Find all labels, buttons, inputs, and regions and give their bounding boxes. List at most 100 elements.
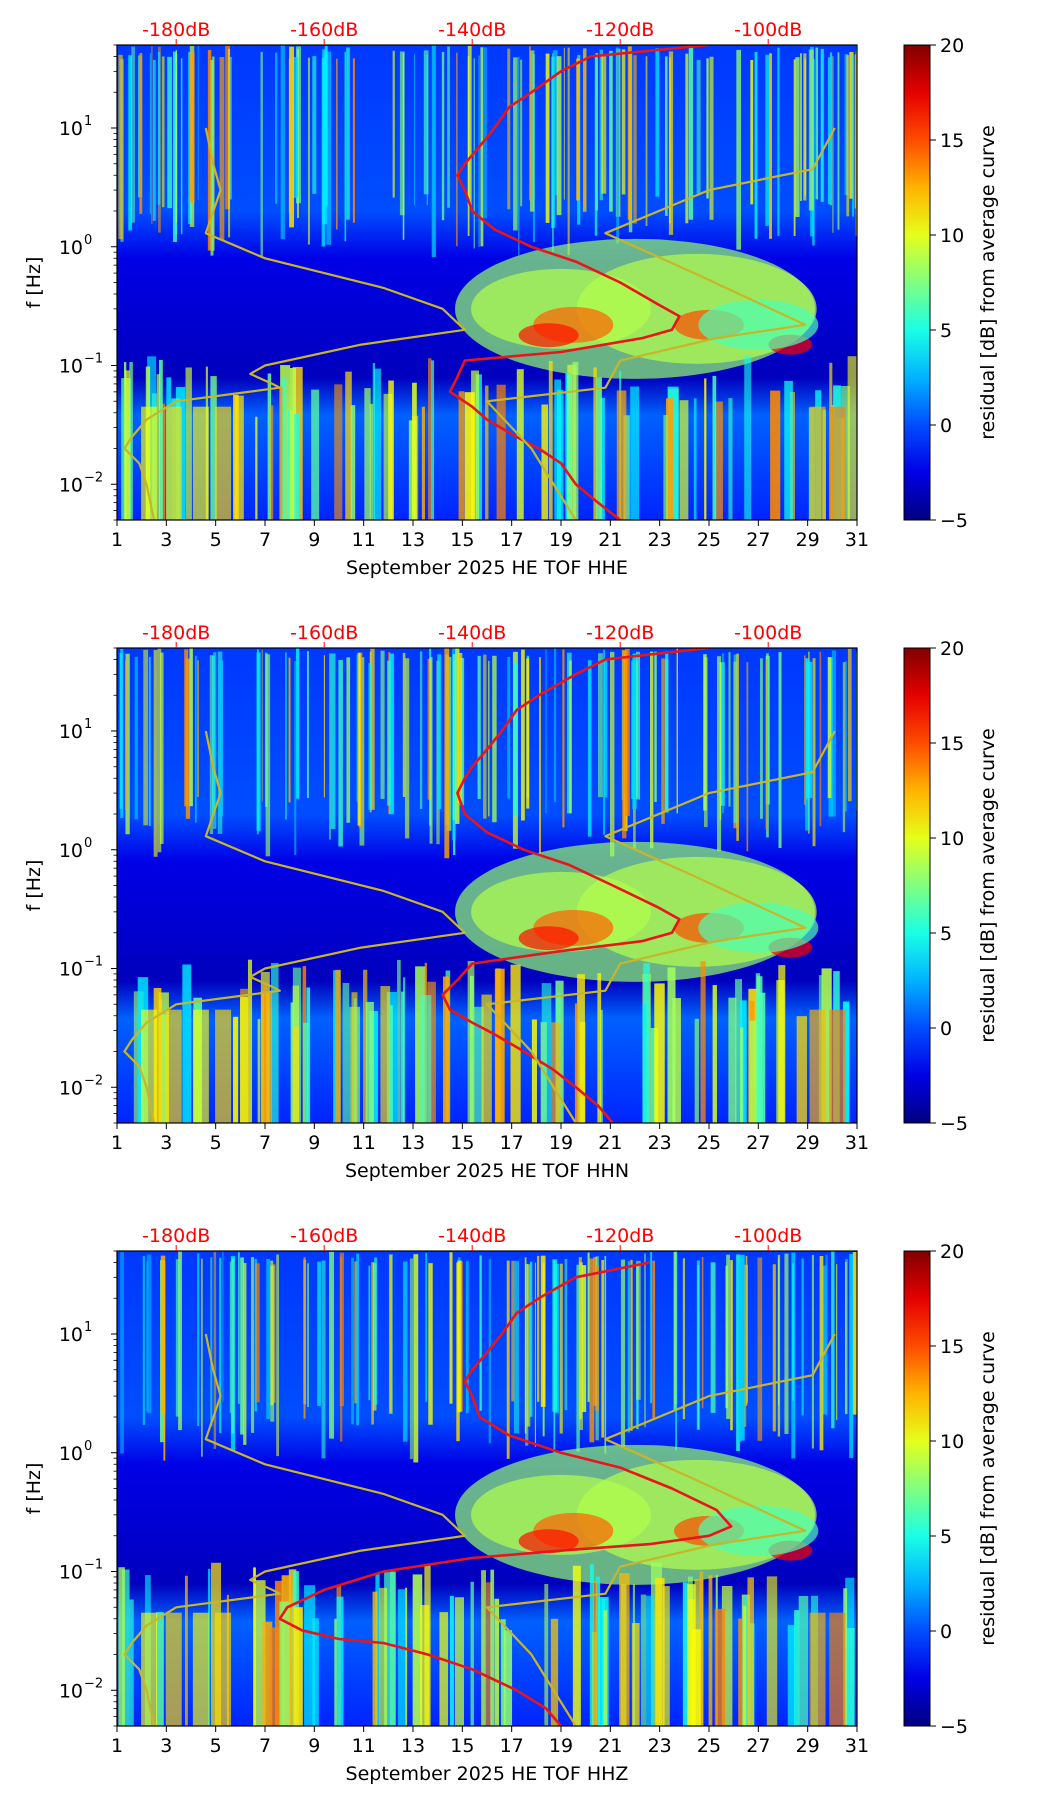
low-noise-model-line: [123, 1333, 466, 1726]
lowfreq-streak: [345, 371, 352, 520]
speckle-column: [567, 47, 570, 256]
lowfreq-streak: [784, 380, 793, 520]
x-tick-label: 5: [210, 529, 222, 551]
low-noise-model-line: [123, 730, 466, 1123]
speckle-column: [836, 1264, 838, 1421]
lowfreq-streak: [156, 374, 161, 520]
speckle-column: [153, 650, 158, 857]
speckle-column: [404, 658, 410, 839]
y-tick-exponent: 0: [84, 836, 92, 851]
lowfreq-streak: [821, 968, 832, 1123]
colorbar: [903, 647, 931, 1124]
high-noise-model-line: [485, 127, 836, 520]
lowfreq-band: [141, 406, 158, 520]
y-tick-exponent: 1: [84, 114, 92, 129]
speckle-column: [306, 651, 309, 798]
speckle-column: [120, 1252, 124, 1454]
lowfreq-streak: [294, 414, 299, 520]
speckle-column: [757, 1257, 763, 1441]
speckle-column: [654, 651, 657, 802]
x-tick-label: 27: [746, 1132, 770, 1154]
lowfreq-streak: [531, 1019, 537, 1123]
y-tick-exponent: −1: [84, 1558, 103, 1573]
lowfreq-band: [215, 406, 232, 520]
lowfreq-streak: [778, 965, 786, 1123]
speckle-column: [807, 661, 813, 798]
x-tick-label: 15: [450, 1735, 474, 1757]
speckle-column: [449, 1252, 453, 1404]
x-tick-label: 9: [308, 529, 320, 551]
lowfreq-band: [215, 1612, 232, 1726]
lowfreq-streak: [158, 359, 163, 520]
speckle-column: [622, 649, 627, 839]
speckle-column: [819, 1255, 824, 1451]
speckle-column: [329, 653, 332, 840]
speckle-column: [791, 1252, 796, 1459]
speckle-column: [706, 58, 709, 199]
lowfreq-streak: [412, 382, 417, 520]
speckle-column: [229, 1261, 232, 1413]
lowfreq-streak: [544, 1583, 549, 1726]
lowfreq-streak: [485, 385, 489, 520]
high-noise-model-line: [485, 730, 836, 1123]
lowfreq-streak: [693, 398, 697, 520]
speckle-column: [149, 53, 152, 214]
lowfreq-streak: [420, 995, 432, 1123]
lowfreq-streak: [616, 390, 627, 520]
speckle-column: [652, 1260, 656, 1420]
speckle-column: [356, 1253, 360, 1426]
speckle-column: [456, 52, 458, 247]
high-noise-model-line: [485, 1333, 836, 1726]
top-db-label: -120dB: [586, 1225, 654, 1247]
lowfreq-streak: [415, 966, 426, 1123]
speckle-column: [425, 1252, 428, 1402]
speckle-column: [829, 52, 833, 206]
speckle-column: [847, 648, 852, 802]
lowfreq-streak: [240, 996, 249, 1123]
lowfreq-streak: [270, 962, 279, 1123]
lowfreq-streak: [640, 1594, 647, 1726]
speckle-column: [815, 47, 819, 200]
speckle-column: [240, 1257, 244, 1435]
colorbar-tick-label: 10: [940, 225, 964, 247]
colorbar-label: residual [dB] from average curve: [977, 1331, 999, 1646]
speckle-column: [576, 1264, 580, 1452]
top-db-label: -100dB: [734, 1225, 802, 1247]
lowfreq-streak: [744, 356, 752, 520]
speckle-column: [822, 1265, 827, 1415]
lowfreq-streak: [431, 360, 435, 520]
speckle-column: [587, 660, 592, 837]
speckle-column: [180, 58, 183, 235]
lowfreq-streak: [728, 997, 737, 1123]
speckle-column: [321, 1260, 326, 1459]
lowfreq-streak: [233, 394, 239, 520]
lowfreq-streak: [787, 1624, 796, 1726]
lowfreq-band: [165, 1612, 182, 1726]
x-tick-label: 21: [598, 1132, 622, 1154]
speckle-column: [620, 1259, 626, 1448]
lowfreq-streak: [372, 363, 376, 520]
speckle-column: [854, 54, 856, 209]
speckle-column: [645, 56, 648, 227]
lowfreq-streak: [735, 979, 742, 1123]
x-tick-label: 21: [598, 529, 622, 551]
speckle-column: [552, 50, 558, 196]
lowfreq-streak: [589, 1564, 594, 1726]
spectrogram-panel-hhz: 1 3 5 7 9 11 13 15 17 19 21 23 25 27 29 31 September 202…: [0, 1206, 1052, 1806]
lowfreq-streak: [253, 1567, 256, 1726]
speckle-column: [845, 1261, 847, 1415]
top-db-label: -100dB: [734, 622, 802, 644]
speckle-column: [632, 654, 637, 810]
speckle-column: [736, 1254, 740, 1452]
speckle-column: [184, 649, 189, 807]
x-tick-label: 11: [352, 529, 376, 551]
speckle-column: [746, 1264, 748, 1403]
lowfreq-streak: [471, 370, 480, 520]
speckle-column: [849, 1253, 854, 1459]
colorbar-label: residual [dB] from average curve: [977, 728, 999, 1043]
speckle-column: [250, 1257, 255, 1433]
x-tick-label: 9: [308, 1132, 320, 1154]
